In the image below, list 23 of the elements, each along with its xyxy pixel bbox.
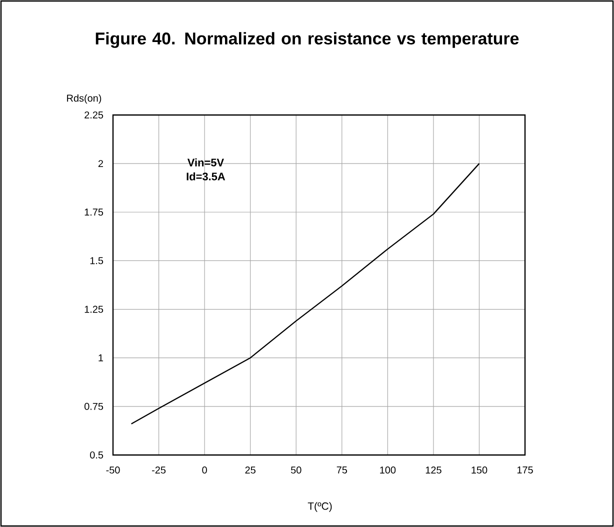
x-tick-label: 125 <box>426 466 442 474</box>
y-tick-label: 1.5 <box>90 257 104 264</box>
y-tick-label: 2.25 <box>84 111 104 119</box>
y-tick-label: 1 <box>98 354 104 362</box>
x-tick-label: -25 <box>152 466 166 474</box>
x-tick-label: 100 <box>380 466 396 474</box>
x-tick-label: -50 <box>106 466 120 474</box>
y-tick-label: 0.75 <box>84 402 104 410</box>
annotation: Id=3.5A <box>186 172 226 180</box>
y-axis-title: Rds(on) <box>67 94 102 104</box>
annotation: Vin=5V <box>187 158 224 166</box>
y-tick-label: 1.75 <box>84 208 104 216</box>
x-tick-label: 175 <box>517 466 533 474</box>
y-tick-label: 0.5 <box>90 451 104 459</box>
x-tick-label: 150 <box>472 466 488 474</box>
y-tick-label: 1.25 <box>84 306 104 313</box>
x-tick-label: 75 <box>336 466 348 474</box>
x-axis-title: T(ºC) <box>308 502 332 512</box>
y-tick-label: 2 <box>98 160 103 168</box>
chart-title: Figure 40. Normalized on resistance vs temperature <box>96 32 519 48</box>
x-tick-label: 0 <box>202 466 207 474</box>
x-tick-label: 50 <box>290 466 302 474</box>
x-tick-label: 25 <box>245 466 256 474</box>
